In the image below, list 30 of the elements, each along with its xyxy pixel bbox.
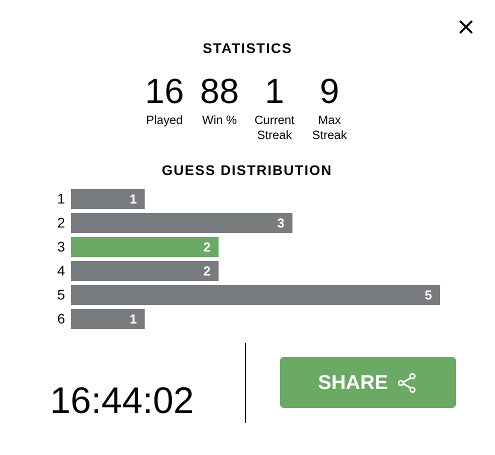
bar <box>71 189 145 209</box>
bar <box>71 285 440 305</box>
data-label: 1 <box>130 312 137 327</box>
text: 16:44:02 <box>48 380 196 421</box>
data-label: 3 <box>277 216 284 231</box>
category-label: Current Streak <box>253 113 296 143</box>
share-button: SHARE <box>280 357 456 408</box>
y-tick-label: 6 <box>57 310 66 326</box>
data-label: 1 <box>264 72 286 111</box>
category-label: Max Streak <box>311 113 348 143</box>
data-label: 16 <box>144 72 185 111</box>
bar <box>71 237 219 257</box>
data-label: 1 <box>130 192 137 207</box>
category-label: Played <box>145 113 184 128</box>
category-label: Win % <box>201 113 238 128</box>
y-tick-label: 2 <box>57 214 66 230</box>
bar <box>71 261 219 281</box>
text: STATISTICS <box>202 40 292 56</box>
y-tick-label: 5 <box>57 286 66 302</box>
y-tick-label: 1 <box>57 190 66 206</box>
chart-title: GUESS DISTRIBUTION <box>162 162 332 178</box>
data-label: 88 <box>199 72 240 111</box>
data-label: 2 <box>203 264 211 279</box>
bar <box>71 213 292 233</box>
data-label: 5 <box>424 288 432 303</box>
y-tick-label: 4 <box>57 262 66 278</box>
y-tick-label: 3 <box>57 238 66 254</box>
data-label: 9 <box>318 72 340 111</box>
data-label: 2 <box>203 240 211 255</box>
bar <box>71 309 145 329</box>
